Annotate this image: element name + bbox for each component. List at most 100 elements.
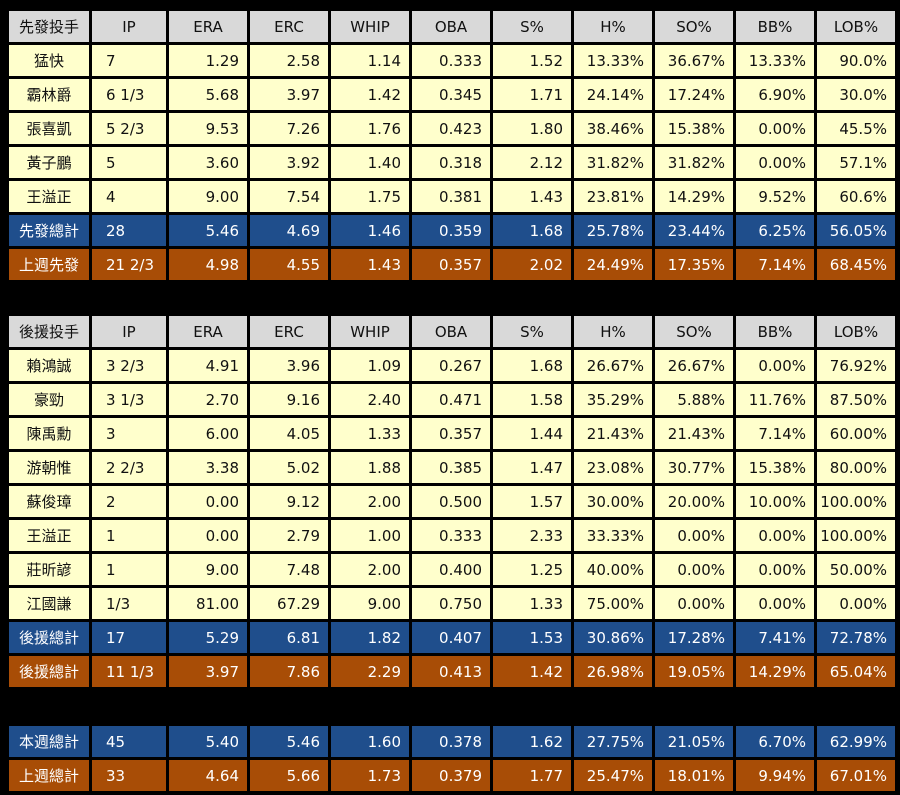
table-cell: 62.99% [817,726,895,757]
table-cell: 1.09 [331,350,409,381]
table-cell: 0.00% [736,554,814,585]
table-cell: 0.407 [412,622,490,653]
table-cell: 1.43 [331,249,409,280]
table-cell: 15.38% [736,452,814,483]
table-cell: 0.00% [817,588,895,619]
header-cell: OBA [412,316,490,347]
table-cell: 1.33 [331,418,409,449]
table-cell: 0.345 [412,79,490,110]
table-cell: 65.04% [817,656,895,687]
table-row: 豪勁 3 1/3 2.70 9.16 2.40 0.471 1.58 35.29% 5.88% 1… [9,384,895,415]
table-cell: 1.68 [493,350,571,381]
table-cell: 26.67% [574,350,652,381]
table-cell: 56.05% [817,215,895,246]
table-cell: 33.33% [574,520,652,551]
header-cell: ERA [169,11,247,42]
header-cell: SO% [655,11,733,42]
header-cell: ERC [250,11,328,42]
table-cell: 1.46 [331,215,409,246]
table-cell: 5.29 [169,622,247,653]
table-cell: 游朝惟 [9,452,89,483]
table-cell: 17.28% [655,622,733,653]
table-cell: 1.43 [493,181,571,212]
table-cell: 4.64 [169,760,247,791]
table-cell: 1.52 [493,45,571,76]
header-cell: LOB% [817,11,895,42]
header-cell: IP [92,316,166,347]
table-row: 黃子鵬 5 3.60 3.92 1.40 0.318 2.12 31.82% 31.82% 0.0… [9,147,895,178]
table-cell: 6.81 [250,622,328,653]
table-cell: 35.29% [574,384,652,415]
table-cell: 5.88% [655,384,733,415]
table-cell: 0.00% [736,113,814,144]
table-cell: 20.00% [655,486,733,517]
table-cell: 87.50% [817,384,895,415]
last-week-row: 上週先發 21 2/3 4.98 4.55 1.43 0.357 2.02 24.49% 17.… [9,249,895,280]
table-cell: 1.60 [331,726,409,757]
table-cell: 蘇俊璋 [9,486,89,517]
table-cell: 25.47% [574,760,652,791]
table-cell: 2.79 [250,520,328,551]
table-cell: 4.69 [250,215,328,246]
table-cell: 7.86 [250,656,328,687]
table-cell: 50.00% [817,554,895,585]
table-cell: 1.25 [493,554,571,585]
table-cell: 60.00% [817,418,895,449]
table-cell: 5.40 [169,726,247,757]
header-cell: S% [493,11,571,42]
table-cell: 45.5% [817,113,895,144]
table-row: 賴鴻誠 3 2/3 4.91 3.96 1.09 0.267 1.68 26.67% 26.67… [9,350,895,381]
header-cell: LOB% [817,316,895,347]
table-row: 陳禹勳 3 6.00 4.05 1.33 0.357 1.44 21.43% 21.43% 7.1… [9,418,895,449]
table-cell: 0.359 [412,215,490,246]
table-cell: 30.77% [655,452,733,483]
header-cell: 後援投手 [9,316,89,347]
table-cell: 7.26 [250,113,328,144]
table-cell: 76.92% [817,350,895,381]
table-cell: 90.0% [817,45,895,76]
table-cell: 7 [92,45,166,76]
table-cell: 2.40 [331,384,409,415]
table-cell: 38.46% [574,113,652,144]
table-cell: 5 [92,147,166,178]
header-cell: ERC [250,316,328,347]
table-cell: 28 [92,215,166,246]
table-cell: 0.379 [412,760,490,791]
table-cell: 1.71 [493,79,571,110]
table-cell: 30.0% [817,79,895,110]
table-cell: 27.75% [574,726,652,757]
table-cell: 14.29% [655,181,733,212]
table-cell: 霸林爵 [9,79,89,110]
table-cell: 黃子鵬 [9,147,89,178]
header-cell: H% [574,11,652,42]
table-cell: 陳禹勳 [9,418,89,449]
table-cell: 0.400 [412,554,490,585]
table-cell: 33 [92,760,166,791]
table-cell: 23.81% [574,181,652,212]
table-cell: 2.29 [331,656,409,687]
table-cell: 3.38 [169,452,247,483]
table-cell: 2.70 [169,384,247,415]
table-cell: 5.68 [169,79,247,110]
table-cell: 2.00 [331,486,409,517]
table-cell: 72.78% [817,622,895,653]
total-row: 後援總計 17 5.29 6.81 1.82 0.407 1.53 30.86% 17.28% 7… [9,622,895,653]
table-cell: 0.333 [412,45,490,76]
table-cell: 1.76 [331,113,409,144]
table-cell: 1.00 [331,520,409,551]
table-cell: 0.00% [736,520,814,551]
table-cell: 上週先發 [9,249,89,280]
table-cell: 4.05 [250,418,328,449]
table-cell: 9.12 [250,486,328,517]
header-cell: WHIP [331,11,409,42]
table-cell: 1.42 [493,656,571,687]
total-row: 先發總計 28 5.46 4.69 1.46 0.359 1.68 25.78% 23.44% 6… [9,215,895,246]
table-cell: 2.58 [250,45,328,76]
table-cell: 2 2/3 [92,452,166,483]
table-cell: 1.75 [331,181,409,212]
table-cell: 1.47 [493,452,571,483]
table-cell: 3.97 [250,79,328,110]
table-cell: 1 [92,520,166,551]
table-row: 游朝惟 2 2/3 3.38 5.02 1.88 0.385 1.47 23.08% 30.77… [9,452,895,483]
header-cell: SO% [655,316,733,347]
